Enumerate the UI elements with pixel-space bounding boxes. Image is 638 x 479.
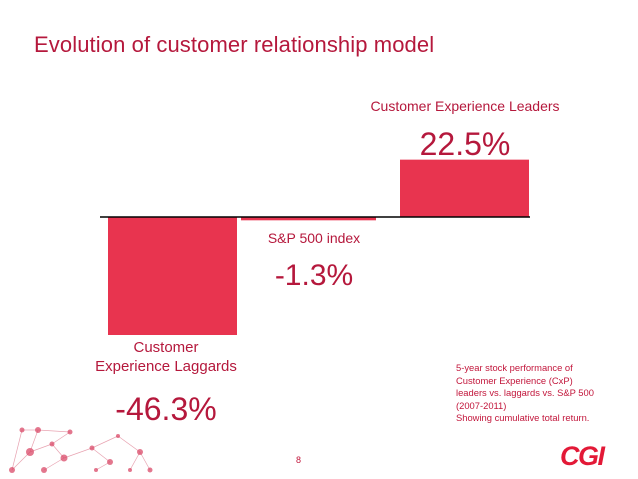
network-edge	[91, 447, 111, 463]
footnote-line: leaders vs. laggards vs. S&P 500	[456, 387, 594, 399]
network-edge	[129, 451, 141, 471]
network-node	[19, 427, 25, 433]
slide-title: Evolution of customer relationship model	[34, 32, 435, 57]
network-node	[128, 468, 132, 472]
value-label: -1.3%	[275, 259, 353, 292]
category-label: Customer	[133, 339, 198, 356]
category-label: Customer Experience Leaders	[370, 98, 559, 114]
bar	[241, 217, 376, 221]
value-label: -46.3%	[115, 391, 216, 427]
network-node	[67, 429, 73, 435]
category-label: S&P 500 index	[268, 230, 360, 246]
network-edge	[63, 447, 93, 459]
network-edge	[91, 435, 119, 449]
network-node	[137, 449, 143, 455]
network-edge	[51, 431, 71, 445]
network-edge	[117, 435, 141, 453]
cgi-logo: CGI	[560, 441, 605, 471]
value-label: 22.5%	[420, 126, 511, 162]
network-node	[26, 448, 34, 456]
network-node	[9, 467, 15, 473]
network-node	[147, 467, 153, 473]
network-edge	[11, 429, 23, 471]
page-number: 8	[296, 455, 302, 465]
network-node	[116, 434, 120, 438]
network-node	[94, 468, 98, 472]
footnote: 5-year stock performance of Customer Exp…	[456, 362, 626, 425]
network-edge	[37, 429, 71, 433]
network-node	[89, 445, 95, 451]
network-edge	[139, 451, 151, 471]
footnote-line: Customer Experience (CxP)	[456, 374, 573, 386]
bar	[400, 159, 529, 217]
network-node	[60, 454, 68, 462]
category-label: Experience Laggards	[95, 358, 237, 375]
footnote-line: (2007-2011)	[456, 399, 507, 411]
network-node	[107, 459, 113, 465]
footnote-line: Showing cumulative total return.	[456, 412, 590, 424]
network-node	[35, 427, 41, 433]
network-node	[41, 467, 47, 473]
network-node	[49, 441, 55, 447]
network-edge	[11, 451, 31, 471]
bar	[108, 217, 237, 335]
footnote-line: 5-year stock performance of	[456, 362, 573, 373]
network-edge	[43, 457, 65, 471]
